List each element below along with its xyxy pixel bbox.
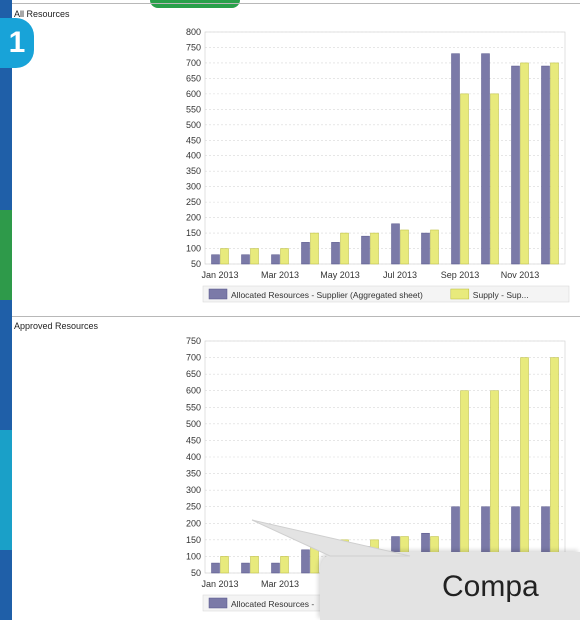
panel-title-all-resources: All Resources bbox=[14, 9, 70, 19]
bar-supply bbox=[490, 93, 499, 265]
bar-supply bbox=[220, 248, 229, 265]
legend-box bbox=[202, 285, 570, 303]
bar-supply bbox=[550, 357, 559, 574]
y-tick-label: 600 bbox=[186, 386, 201, 396]
panel-title-approved-resources: Approved Resources bbox=[14, 321, 99, 331]
callout-bubble: Compa bbox=[320, 552, 580, 620]
bar-supply bbox=[310, 232, 319, 265]
callout-text: Compa bbox=[442, 570, 539, 603]
bar-allocated bbox=[361, 235, 370, 265]
bar-supply bbox=[250, 248, 259, 265]
bar-supply bbox=[370, 232, 379, 265]
bar-supply bbox=[220, 556, 229, 574]
legend-label: Allocated Resources - bbox=[231, 599, 314, 609]
y-tick-label: 100 bbox=[186, 551, 201, 561]
y-tick-label: 200 bbox=[186, 518, 201, 528]
y-tick-label: 700 bbox=[186, 353, 201, 363]
y-tick-label: 350 bbox=[186, 469, 201, 479]
legend: Allocated Resources - Supplier (Aggregat… bbox=[202, 285, 570, 303]
logo-icon: 1 bbox=[0, 18, 34, 68]
y-tick-label: 650 bbox=[186, 369, 201, 379]
y-tick-label: 250 bbox=[186, 197, 201, 207]
left-decoration-green bbox=[0, 210, 12, 300]
bar-supply bbox=[310, 539, 319, 574]
y-tick-label: 250 bbox=[186, 502, 201, 512]
bar-allocated bbox=[301, 242, 310, 265]
y-tick-label: 400 bbox=[186, 151, 201, 161]
x-tick-label: Sep 2013 bbox=[441, 270, 480, 280]
bar-allocated bbox=[541, 65, 550, 265]
plot-area: 50 100 150 200 250 300 350 400 450 500 550 600 650 70… bbox=[186, 336, 566, 589]
bar-allocated bbox=[421, 232, 430, 265]
x-tick-label: Jan 2013 bbox=[201, 270, 238, 280]
x-tick-label: Mar 2013 bbox=[261, 270, 299, 280]
legend-swatch bbox=[208, 288, 228, 300]
plot-area: 50 100 150 200 250 300 350 400 450 500 550 600 650 70… bbox=[186, 27, 566, 280]
y-tick-label: 50 bbox=[191, 568, 201, 578]
y-tick-label: 800 bbox=[186, 27, 201, 37]
y-tick-label: 500 bbox=[186, 120, 201, 130]
left-decoration bbox=[0, 0, 12, 620]
y-tick-label: 600 bbox=[186, 89, 201, 99]
y-tick-label: 450 bbox=[186, 135, 201, 145]
bar-allocated bbox=[271, 254, 280, 265]
top-border bbox=[12, 3, 580, 4]
bar-supply bbox=[280, 556, 289, 574]
bar-supply bbox=[280, 248, 289, 265]
bar-supply bbox=[430, 229, 439, 265]
y-tick-label: 750 bbox=[186, 336, 201, 346]
bar-supply bbox=[550, 62, 559, 265]
left-decoration-cyan bbox=[0, 430, 12, 550]
panel-divider bbox=[12, 316, 580, 317]
y-tick-label: 550 bbox=[186, 104, 201, 114]
bar-supply bbox=[340, 232, 349, 265]
y-tick-label: 300 bbox=[186, 182, 201, 192]
y-tick-label: 450 bbox=[186, 435, 201, 445]
bar-supply bbox=[460, 93, 469, 265]
y-tick-label: 350 bbox=[186, 166, 201, 176]
bar-allocated bbox=[241, 562, 250, 574]
y-tick-label: 650 bbox=[186, 73, 201, 83]
legend-swatch bbox=[450, 288, 470, 300]
bar-supply bbox=[400, 229, 409, 265]
y-tick-label: 400 bbox=[186, 452, 201, 462]
plot-frame bbox=[204, 31, 566, 265]
top-decoration bbox=[150, 0, 240, 8]
y-tick-label: 750 bbox=[186, 42, 201, 52]
bar-allocated bbox=[211, 254, 220, 265]
bar-allocated bbox=[481, 53, 490, 265]
legend-label: Allocated Resources - Supplier (Aggregat… bbox=[231, 290, 423, 300]
bar-allocated bbox=[271, 562, 280, 574]
x-tick-label: Mar 2013 bbox=[261, 579, 299, 589]
y-tick-label: 300 bbox=[186, 485, 201, 495]
legend-label: Supply - Sup... bbox=[473, 290, 529, 300]
y-tick-label: 100 bbox=[186, 244, 201, 254]
bar-allocated bbox=[511, 65, 520, 265]
bar-allocated bbox=[451, 53, 460, 265]
bar-allocated bbox=[391, 223, 400, 265]
bar-allocated bbox=[211, 562, 220, 574]
bar-supply bbox=[250, 556, 259, 574]
x-tick-label: May 2013 bbox=[320, 270, 360, 280]
bar-supply bbox=[490, 390, 499, 574]
all-resources-chart: 50 100 150 200 250 300 350 400 450 500 550 600 650 70… bbox=[186, 27, 570, 303]
bar-allocated bbox=[301, 549, 310, 574]
y-tick-label: 700 bbox=[186, 58, 201, 68]
y-tick-label: 50 bbox=[191, 259, 201, 269]
y-tick-label: 500 bbox=[186, 419, 201, 429]
x-tick-label: Nov 2013 bbox=[501, 270, 540, 280]
y-tick-label: 550 bbox=[186, 402, 201, 412]
y-tick-label: 200 bbox=[186, 213, 201, 223]
y-tick-label: 150 bbox=[186, 535, 201, 545]
bar-supply bbox=[520, 62, 529, 265]
bar-supply bbox=[520, 357, 529, 574]
x-tick-label: Jan 2013 bbox=[201, 579, 238, 589]
bar-allocated bbox=[331, 242, 340, 265]
legend-swatch bbox=[208, 597, 228, 609]
bar-supply bbox=[460, 390, 469, 574]
bar-allocated bbox=[241, 254, 250, 265]
y-tick-label: 150 bbox=[186, 228, 201, 238]
x-tick-label: Jul 2013 bbox=[383, 270, 417, 280]
